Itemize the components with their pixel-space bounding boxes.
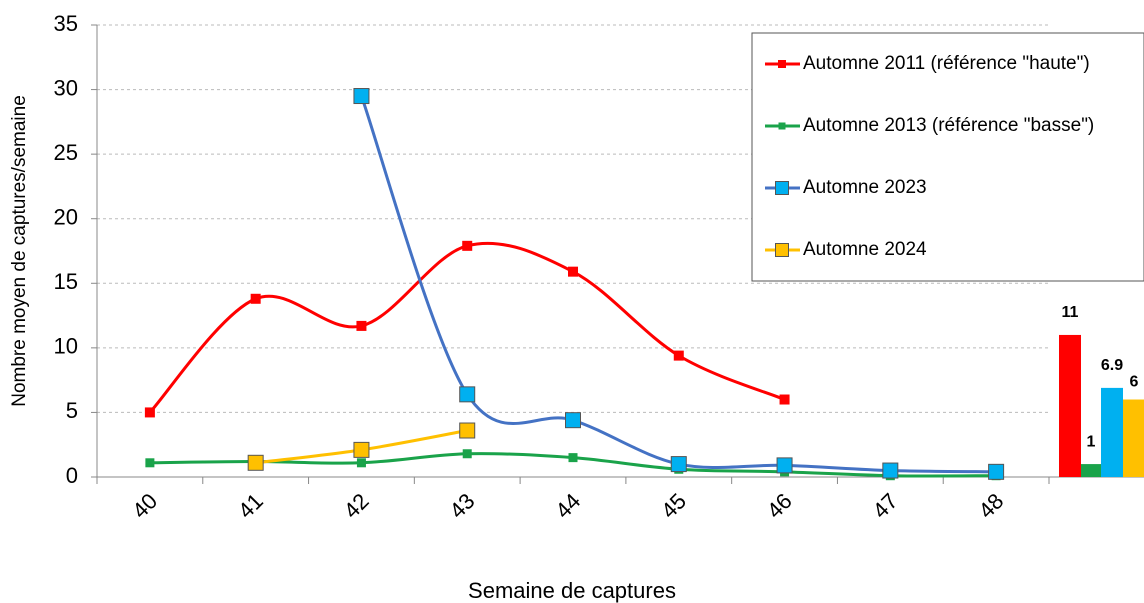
- marker: [988, 463, 1005, 480]
- x-tick-label: 44: [550, 488, 585, 523]
- mean-bar: [1081, 464, 1101, 477]
- marker: [353, 88, 370, 105]
- legend-marker: [778, 60, 786, 68]
- marker: [776, 457, 793, 474]
- marker: [459, 386, 476, 403]
- x-tick-label: 48: [973, 488, 1008, 523]
- legend: Automne 2011 (référence "haute") Automne …: [751, 32, 1144, 282]
- legend-box: [751, 32, 1144, 282]
- y-tick-label: 30: [54, 75, 78, 100]
- marker: [673, 350, 684, 361]
- y-tick-label: 35: [54, 11, 78, 36]
- y-tick-label: 0: [66, 463, 78, 488]
- legend-marker: [778, 122, 786, 130]
- marker: [565, 412, 581, 429]
- marker: [670, 456, 687, 473]
- marker: [250, 293, 261, 304]
- marker: [462, 240, 473, 251]
- x-tick-label: 47: [868, 488, 903, 523]
- mean-label: 1: [1087, 433, 1096, 450]
- marker: [145, 458, 155, 468]
- legend-label: Automne 2023: [803, 177, 927, 198]
- y-tick-label: 10: [54, 334, 78, 359]
- x-tick-label: 42: [339, 488, 374, 523]
- mean-bar: [1059, 334, 1081, 477]
- marker: [247, 454, 264, 471]
- marker: [353, 441, 370, 458]
- marker: [144, 407, 155, 418]
- legend-marker: [775, 181, 789, 195]
- marker: [568, 266, 578, 277]
- y-tick-label: 20: [54, 205, 78, 230]
- mean-label: 6: [1130, 374, 1139, 391]
- y-axis-label: Nombre moyen de captures/semaine: [9, 95, 30, 407]
- legend-label: Automne 2024: [803, 239, 927, 260]
- x-tick-label: 46: [762, 488, 797, 523]
- mean-bar: [1123, 399, 1144, 477]
- x-tick-label: 40: [127, 488, 162, 523]
- marker: [356, 320, 367, 331]
- mean-label: 6.9: [1101, 357, 1123, 374]
- marker: [882, 462, 899, 479]
- x-tick-label: 45: [656, 488, 691, 523]
- mean-bar: [1101, 387, 1123, 477]
- mean-label: 11: [1062, 304, 1079, 321]
- legend-marker: [775, 243, 789, 257]
- marker: [356, 458, 366, 468]
- marker: [568, 453, 578, 463]
- y-tick-label: 15: [54, 269, 78, 294]
- marker: [779, 394, 790, 405]
- marker: [462, 449, 472, 459]
- x-tick-label: 43: [445, 488, 480, 523]
- legend-label: Automne 2011 (référence "haute"): [803, 53, 1090, 74]
- marker: [459, 422, 476, 439]
- y-tick-label: 25: [54, 140, 78, 165]
- legend-label: Automne 2013 (référence "basse"): [803, 115, 1094, 136]
- y-tick-label: 5: [66, 398, 78, 423]
- x-axis-label: Semaine de captures: [468, 578, 676, 603]
- x-tick-label: 41: [233, 488, 268, 523]
